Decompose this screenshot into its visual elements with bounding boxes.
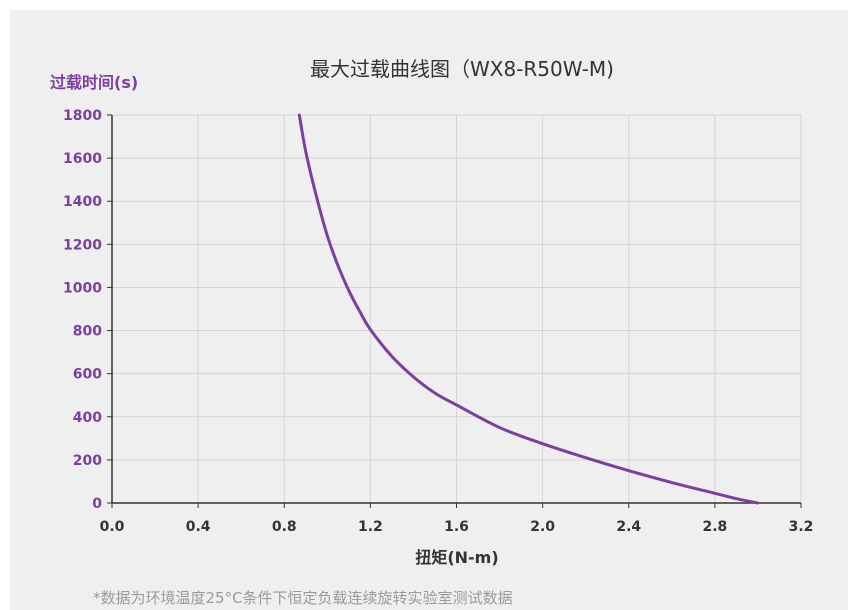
x-tick-label: 0.0: [100, 519, 125, 535]
x-tick-label: 2.0: [530, 519, 555, 535]
y-tick-label: 0: [92, 496, 102, 512]
x-tick-label: 0.8: [272, 519, 297, 535]
y-tick-label: 1200: [63, 237, 102, 253]
footnote: *数据为环境温度25°C条件下恒定负载连续旋转实验室测试数据: [93, 589, 513, 607]
y-tick-label: 1600: [63, 151, 102, 167]
axes: [107, 114, 802, 508]
chart-title: 最大过载曲线图（WX8-R50W-M): [310, 57, 614, 81]
x-tick-label: 3.2: [789, 519, 814, 535]
x-tick-label: 1.2: [358, 519, 383, 535]
x-tick-label: 2.4: [616, 519, 641, 535]
y-axis-label: 过载时间(s): [50, 73, 138, 92]
y-tick-label: 600: [73, 367, 102, 383]
y-tick-label: 1800: [63, 108, 102, 124]
chart-panel: [10, 10, 848, 610]
x-tick-label: 2.8: [702, 519, 727, 535]
x-tick-label: 0.4: [186, 519, 211, 535]
series-layer: [297, 113, 760, 505]
y-tick-label: 400: [73, 410, 102, 426]
tick-labels: 1800 1600 1400 1200 1000 800 600 400 200 0 0.0 0.4 0…: [63, 108, 813, 535]
grid: [112, 114, 802, 503]
overload-curve-line: [297, 113, 760, 505]
x-axis-label: 扭矩(N-m): [415, 548, 498, 567]
y-tick-label: 200: [73, 453, 102, 469]
y-tick-label: 1000: [63, 280, 102, 296]
x-tick-label: 1.6: [444, 519, 469, 535]
y-tick-label: 800: [73, 324, 102, 340]
y-tick-label: 1400: [63, 194, 102, 210]
